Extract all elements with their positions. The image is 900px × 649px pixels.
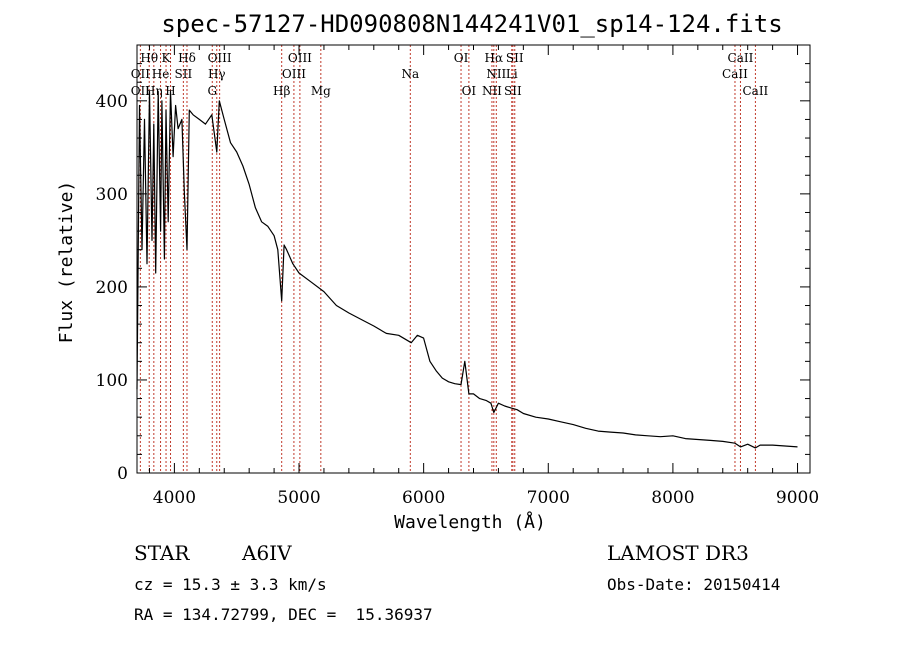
line-label-1: K bbox=[162, 51, 172, 65]
series-spectrum bbox=[136, 90, 798, 449]
object-class: STAR bbox=[134, 541, 190, 565]
axis-ticks: 4000 5000 6000 7000 8000 9000 0 100 200 300 400 bbox=[96, 45, 819, 508]
x-tick-label-4: 8000 bbox=[651, 488, 694, 508]
line-label-7: SII bbox=[506, 51, 524, 65]
line-label-8: CaII bbox=[728, 51, 754, 65]
line-label-6: Hα bbox=[485, 51, 504, 65]
y-tick-label-3: 300 bbox=[96, 185, 128, 205]
line-label-21: G bbox=[207, 84, 217, 98]
plot-frame bbox=[136, 44, 811, 474]
line-label-14: Na bbox=[401, 67, 419, 81]
x-tick-label-1: 5000 bbox=[277, 488, 320, 508]
line-label-22: Hβ bbox=[273, 84, 290, 98]
object-subclass: A6IV bbox=[241, 541, 292, 565]
chart-title: spec-57127-HD090808N144241V01_sp14-124.f… bbox=[161, 10, 782, 38]
coordinates: RA = 134.72799, DEC = 15.36937 bbox=[134, 605, 433, 624]
redshift-cz: cz = 15.3 ± 3.3 km/s bbox=[134, 575, 327, 594]
y-tick-label-2: 200 bbox=[96, 278, 128, 298]
line-label-16: Li bbox=[506, 67, 518, 81]
line-label-12: Hγ bbox=[208, 67, 226, 81]
x-tick-label-2: 6000 bbox=[402, 488, 445, 508]
line-label-26: SII bbox=[504, 84, 522, 98]
line-label-11: SII bbox=[175, 67, 193, 81]
x-tick-label-3: 7000 bbox=[527, 488, 570, 508]
y-tick-label-1: 100 bbox=[96, 371, 128, 391]
line-label-19: Hη bbox=[145, 84, 163, 98]
line-label-23: Mg bbox=[311, 84, 331, 98]
x-axis-label: Wavelength (Å) bbox=[394, 511, 546, 533]
line-label-24: OI bbox=[462, 84, 477, 98]
series-layer bbox=[136, 90, 798, 449]
line-label-25: NII bbox=[482, 84, 502, 98]
x-tick-label-5: 9000 bbox=[776, 488, 819, 508]
line-label-15: NII bbox=[486, 67, 506, 81]
y-tick-label-0: 0 bbox=[117, 464, 128, 484]
y-tick-label-4: 400 bbox=[96, 92, 128, 112]
observation-date: Obs-Date: 20150414 bbox=[607, 575, 780, 594]
line-label-18: OII bbox=[131, 84, 151, 98]
line-label-13: OIII bbox=[282, 67, 306, 81]
line-label-3: OIII bbox=[208, 51, 232, 65]
spectral-lines-layer bbox=[139, 45, 756, 473]
line-label-27: CaII bbox=[742, 84, 768, 98]
line-label-2: Hδ bbox=[178, 51, 196, 65]
x-tick-label-0: 4000 bbox=[153, 488, 196, 508]
line-label-17: CaII bbox=[722, 67, 748, 81]
line-label-5: OI bbox=[454, 51, 469, 65]
line-label-9: OII bbox=[131, 67, 151, 81]
line-label-10: He bbox=[152, 67, 170, 81]
line-label-0: Hθ bbox=[140, 51, 158, 65]
y-axis-label: Flux (relative) bbox=[56, 181, 77, 344]
line-label-4: OIII bbox=[288, 51, 312, 65]
survey-name: LAMOST DR3 bbox=[607, 541, 749, 565]
